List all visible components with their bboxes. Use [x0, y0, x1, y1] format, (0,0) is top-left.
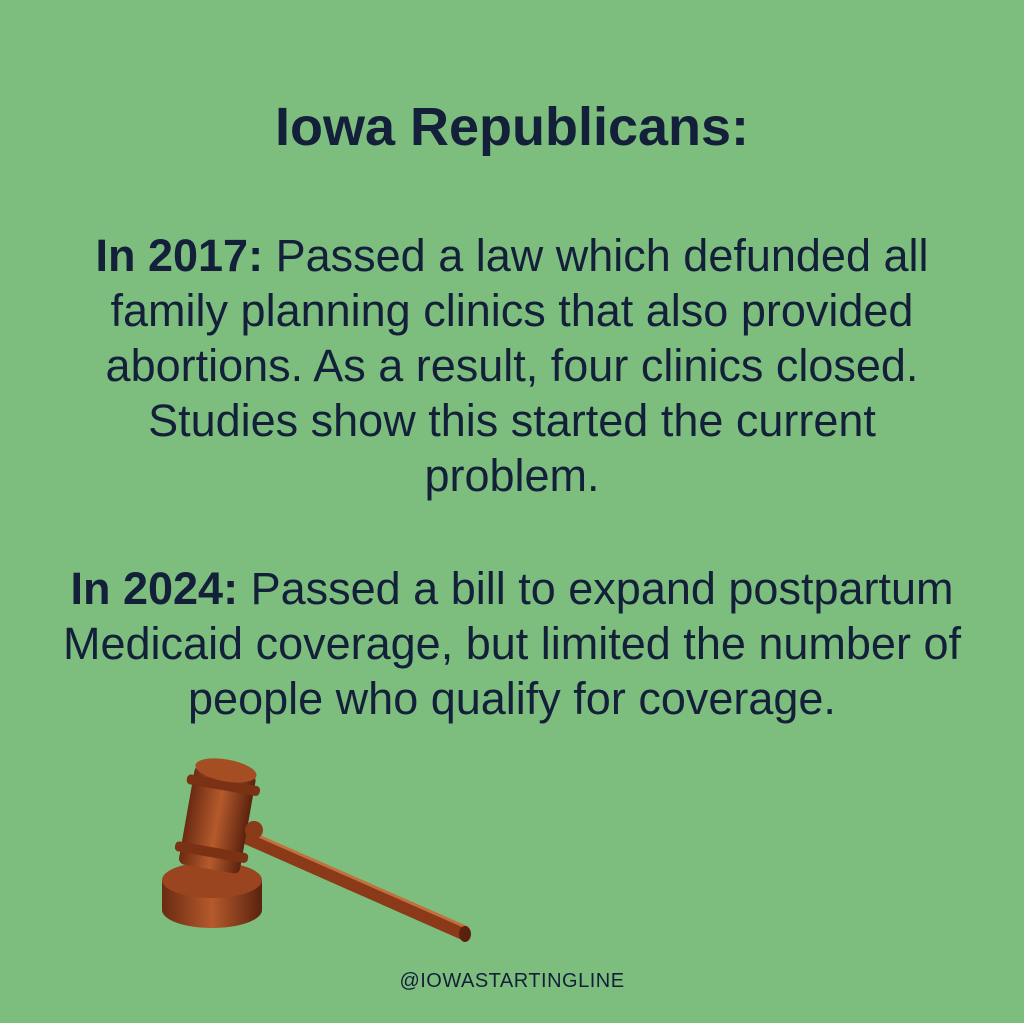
paragraph: In 2017: Passed a law which defunded all… [62, 228, 962, 503]
social-handle: @IOWASTARTINGLINE [399, 970, 625, 992]
paragraph-text: Passed a bill to expand postpartum Medic… [63, 563, 961, 724]
paragraph-lead: In 2017: [95, 230, 264, 281]
title: Iowa Republicans: [274, 97, 750, 157]
paragraph: In 2024: Passed a bill to expand postpar… [62, 561, 962, 726]
paragraph-lead: In 2024: [70, 563, 239, 614]
gavel-image [162, 758, 471, 942]
paragraph-text: Passed a law which defunded all family p… [105, 230, 929, 501]
